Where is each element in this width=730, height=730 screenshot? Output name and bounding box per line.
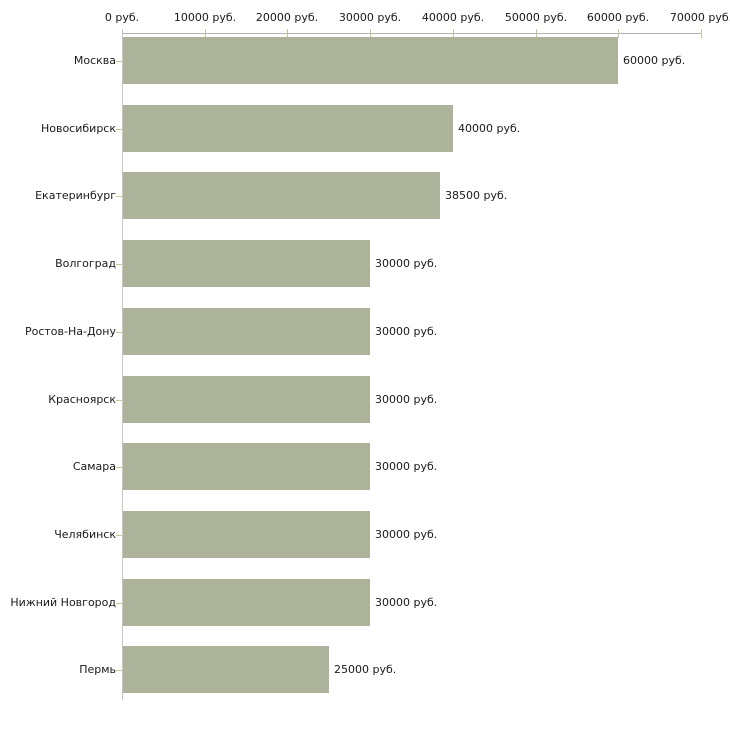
x-axis-tick: [370, 29, 371, 38]
bar-value-label: 40000 руб.: [458, 122, 521, 135]
category-tick: [116, 264, 122, 265]
x-axis-tick-label: 30000 руб.: [338, 11, 402, 24]
category-label: Ростов-На-Дону: [24, 325, 116, 338]
category-label: Самара: [72, 460, 116, 473]
category-tick: [116, 332, 122, 333]
bar: [123, 308, 370, 355]
x-axis-tick: [287, 29, 288, 38]
x-axis-tick-label: 20000 руб.: [255, 11, 319, 24]
category-label: Волгоград: [55, 257, 116, 270]
category-tick: [116, 61, 122, 62]
category-tick: [116, 400, 122, 401]
x-axis-tick: [453, 29, 454, 38]
category-label: Нижний Новгород: [10, 596, 116, 609]
bar-value-label: 38500 руб.: [445, 189, 508, 202]
bar-value-label: 30000 руб.: [375, 393, 438, 406]
category-tick: [116, 467, 122, 468]
bar-value-label: 60000 руб.: [623, 54, 686, 67]
category-tick: [116, 670, 122, 671]
bar: [123, 511, 370, 558]
x-axis-tick: [701, 29, 702, 38]
bar-value-label: 30000 руб.: [375, 528, 438, 541]
x-axis-tick-label: 60000 руб.: [586, 11, 650, 24]
bar: [123, 646, 329, 693]
category-tick: [116, 129, 122, 130]
bar: [123, 240, 370, 287]
x-axis-tick-label: 10000 руб.: [173, 11, 237, 24]
category-label: Новосибирск: [40, 122, 116, 135]
x-axis-tick: [536, 29, 537, 38]
y-axis-line: [122, 29, 123, 700]
x-axis-line: [122, 33, 702, 34]
bar-value-label: 30000 руб.: [375, 596, 438, 609]
category-label: Красноярск: [48, 393, 116, 406]
bar: [123, 579, 370, 626]
x-axis-tick-label: 50000 руб.: [504, 11, 568, 24]
x-axis-tick-label: 40000 руб.: [421, 11, 485, 24]
category-label: Москва: [73, 54, 116, 67]
bar: [123, 376, 370, 423]
bar-value-label: 30000 руб.: [375, 460, 438, 473]
category-label: Пермь: [79, 663, 116, 676]
bar: [123, 37, 618, 84]
bar-value-label: 30000 руб.: [375, 257, 438, 270]
bar: [123, 172, 440, 219]
bar: [123, 443, 370, 490]
category-tick: [116, 196, 122, 197]
x-axis-tick-label: 0 руб.: [104, 11, 140, 24]
x-axis-tick: [618, 29, 619, 38]
x-axis-tick-label: 70000 руб.: [669, 11, 730, 24]
category-label: Челябинск: [54, 528, 116, 541]
category-label: Екатеринбург: [35, 189, 116, 202]
category-tick: [116, 603, 122, 604]
bar-value-label: 25000 руб.: [334, 663, 397, 676]
bar-value-label: 30000 руб.: [375, 325, 438, 338]
x-axis-tick: [205, 29, 206, 38]
bar: [123, 105, 453, 152]
category-tick: [116, 535, 122, 536]
